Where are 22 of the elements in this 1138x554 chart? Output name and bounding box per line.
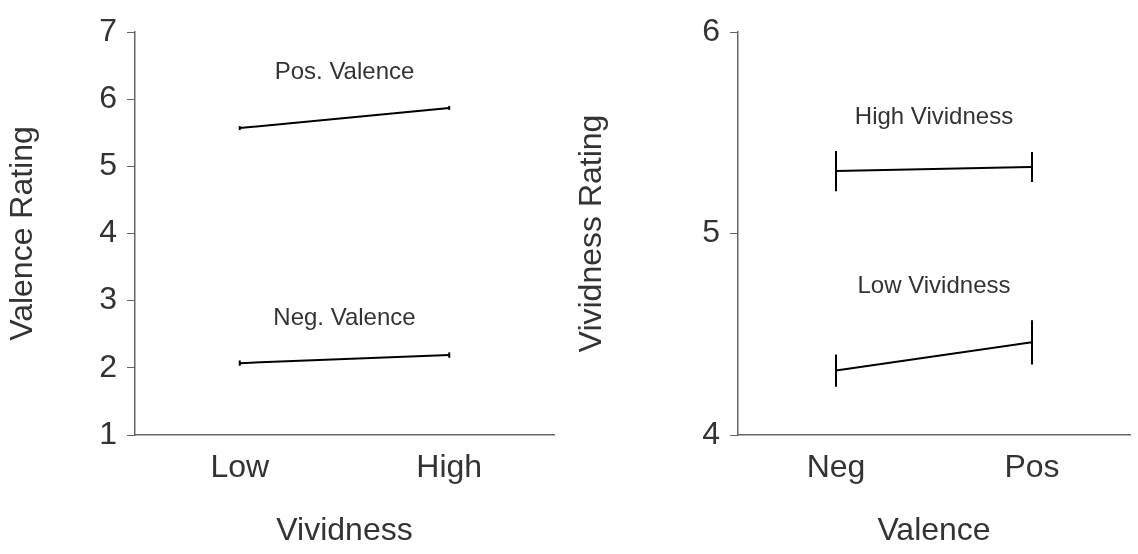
x-tick-label: Neg: [806, 448, 866, 485]
x-tick-label: Low: [210, 448, 270, 485]
y-tick-label: 7: [99, 11, 117, 48]
series-label: High Vividness: [854, 101, 1014, 129]
y-tick-label: 5: [99, 146, 117, 183]
x-axis-title: Valence: [877, 510, 991, 547]
y-axis-title: Vividness Rating: [572, 114, 609, 353]
x-axis-title: Vividness: [276, 510, 413, 547]
y-tick-label: 4: [702, 414, 720, 451]
y-tick-label: 5: [702, 213, 720, 250]
y-tick-label: 2: [99, 347, 117, 384]
y-tick-label: 6: [702, 11, 720, 48]
y-tick-label: 4: [99, 213, 117, 250]
series-label: Pos. Valence: [274, 56, 415, 84]
series-label: Neg. Valence: [273, 303, 416, 331]
y-tick-label: 6: [99, 78, 117, 115]
x-tick-label: High: [416, 448, 483, 485]
y-axis-title: Valence Rating: [3, 126, 40, 341]
series-label: Low Vividness: [857, 270, 1011, 298]
x-tick-label: Pos: [1004, 448, 1060, 485]
y-tick-label: 3: [99, 280, 117, 317]
y-tick-label: 1: [99, 414, 117, 451]
